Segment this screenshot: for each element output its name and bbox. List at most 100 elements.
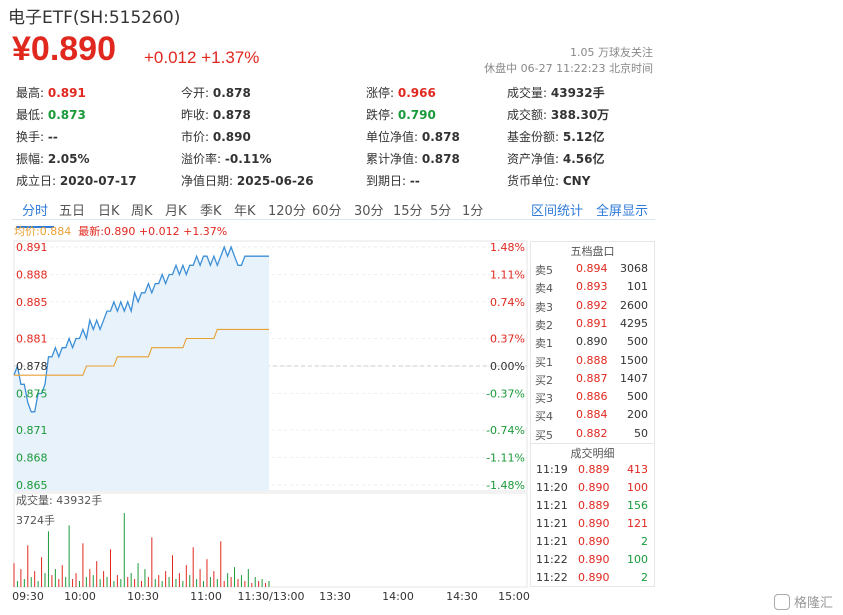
tab-4[interactable]: 月K bbox=[165, 204, 187, 219]
y-left-tick: 0.871 bbox=[16, 424, 48, 437]
trade-time: 11:21 bbox=[536, 499, 568, 512]
orderbook-volume: 1407 bbox=[620, 371, 648, 385]
stat-value: 0.790 bbox=[397, 108, 436, 122]
stat-value: 0.878 bbox=[421, 152, 460, 166]
trade-price: 0.889 bbox=[578, 499, 610, 512]
x-tick: 15:00 bbox=[498, 590, 530, 603]
stat-item: 最低: 0.873 bbox=[16, 106, 86, 123]
orderbook-level-label: 卖4 bbox=[535, 282, 553, 296]
tab-12[interactable]: 1分 bbox=[462, 204, 484, 219]
trade-price: 0.890 bbox=[578, 535, 610, 548]
orderbook-price: 0.884 bbox=[576, 408, 608, 422]
tab-6[interactable]: 年K bbox=[234, 204, 256, 219]
trade-price: 0.890 bbox=[578, 571, 610, 584]
watermark-icon bbox=[773, 594, 790, 610]
trade-volume: 100 bbox=[627, 481, 648, 494]
stat-label: 振幅: bbox=[16, 152, 45, 166]
stat-label: 昨收: bbox=[181, 108, 210, 122]
stat-label: 今开: bbox=[181, 86, 210, 100]
orderbook-volume: 4295 bbox=[620, 316, 648, 330]
stat-item: 单位净值: 0.878 bbox=[366, 128, 460, 145]
tab-5[interactable]: 季K bbox=[200, 204, 222, 219]
y-left-tick: 0.868 bbox=[16, 452, 48, 465]
stat-item: 累计净值: 0.878 bbox=[366, 150, 460, 167]
stat-item: 净值日期: 2025-06-26 bbox=[181, 172, 314, 189]
stat-item: 基金份额: 5.12亿 bbox=[507, 128, 604, 145]
y-left-tick: 0.875 bbox=[16, 387, 48, 400]
x-tick: 10:00 bbox=[64, 590, 96, 603]
orderbook-price: 0.894 bbox=[576, 262, 608, 275]
orderbook-level-label: 卖5 bbox=[535, 264, 553, 277]
stat-label: 跌停: bbox=[366, 108, 395, 122]
tab-3[interactable]: 周K bbox=[131, 204, 153, 219]
stat-item: 成交额: 388.30万 bbox=[507, 106, 609, 123]
stat-value: 2.05% bbox=[47, 152, 90, 166]
range-stats-link[interactable]: 区间统计 bbox=[531, 204, 584, 219]
stat-label: 单位净值: bbox=[366, 130, 419, 144]
orderbook-level-label: 买1 bbox=[535, 355, 553, 369]
stat-item: 跌停: 0.790 bbox=[366, 106, 436, 123]
volume-total-label: 成交量: 43932手 bbox=[16, 493, 102, 507]
tab-9[interactable]: 30分 bbox=[354, 204, 384, 219]
stat-label: 资产净值: bbox=[507, 152, 560, 166]
stat-value: CNY bbox=[562, 174, 591, 188]
price-change-pct: +1.37% bbox=[201, 48, 260, 67]
y-left-tick: 0.891 bbox=[16, 241, 48, 254]
y-right-tick: -1.11% bbox=[486, 452, 525, 465]
stat-label: 最低: bbox=[16, 108, 45, 122]
stat-label: 成交额: bbox=[507, 108, 548, 122]
followers-count[interactable]: 1.05 万球友关注 bbox=[570, 46, 653, 59]
trade-time: 11:22 bbox=[536, 553, 568, 566]
legend-latest: 最新:0.890 +0.012 +1.37% bbox=[78, 225, 228, 238]
tab-11[interactable]: 5分 bbox=[430, 204, 452, 219]
fullscreen-link[interactable]: 全屏显示 bbox=[596, 204, 649, 219]
price-change: +0.012 +1.37% bbox=[144, 48, 259, 68]
trade-volume: 156 bbox=[627, 499, 648, 512]
x-tick: 09:30 bbox=[12, 590, 44, 603]
legend-avg-price: 均价:0.884 bbox=[14, 225, 72, 238]
chart-legend: 均价:0.884 最新:0.890 +0.012 +1.37% bbox=[14, 223, 227, 239]
trade-time: 11:21 bbox=[536, 517, 568, 530]
stat-value: 0.873 bbox=[47, 108, 86, 122]
trade-time: 11:21 bbox=[536, 535, 568, 548]
orderbook-divider bbox=[530, 443, 655, 444]
orderbook-price: 0.882 bbox=[576, 426, 608, 440]
stat-value: 0.878 bbox=[421, 130, 460, 144]
stat-item: 成交量: 43932手 bbox=[507, 84, 605, 101]
trade-volume: 100 bbox=[627, 553, 648, 566]
y-left-tick: 0.878 bbox=[16, 360, 48, 373]
watermark-logo: 格隆汇 bbox=[773, 592, 833, 611]
stat-value: 2020-07-17 bbox=[59, 174, 137, 188]
trade-volume: 121 bbox=[627, 517, 648, 530]
orderbook-volume: 500 bbox=[627, 335, 648, 349]
stat-value: 2025-06-26 bbox=[236, 174, 314, 188]
tab-0[interactable]: 分时 bbox=[15, 200, 55, 228]
y-right-tick: 0.37% bbox=[490, 333, 525, 346]
trade-time: 11:22 bbox=[536, 571, 568, 584]
y-right-tick: 0.00% bbox=[490, 360, 525, 373]
tab-10[interactable]: 15分 bbox=[393, 204, 423, 219]
volume-plot-frame bbox=[13, 492, 528, 588]
x-tick: 13:30 bbox=[319, 590, 351, 603]
y-right-tick: -0.74% bbox=[486, 424, 525, 437]
avg-price-line bbox=[14, 328, 269, 376]
x-tick: 14:00 bbox=[382, 590, 414, 603]
stat-item: 振幅: 2.05% bbox=[16, 150, 90, 167]
watermark-text: 格隆汇 bbox=[793, 596, 833, 611]
tab-7[interactable]: 120分 bbox=[268, 204, 306, 219]
price-line bbox=[13, 245, 269, 413]
tab-8[interactable]: 60分 bbox=[312, 204, 342, 219]
tab-2[interactable]: 日K bbox=[98, 204, 120, 219]
orderbook-frame bbox=[530, 241, 655, 587]
orderbook-volume: 101 bbox=[627, 280, 648, 294]
y-left-tick: 0.881 bbox=[16, 333, 48, 346]
stat-value: 0.891 bbox=[47, 86, 86, 100]
stat-label: 到期日: bbox=[366, 174, 407, 188]
tab-1[interactable]: 五日 bbox=[59, 204, 86, 219]
y-left-tick: 0.888 bbox=[16, 268, 48, 281]
orderbook-price: 0.893 bbox=[576, 280, 608, 294]
orderbook-price: 0.887 bbox=[576, 371, 608, 385]
orderbook-volume: 3068 bbox=[620, 262, 648, 275]
stat-label: 涨停: bbox=[366, 86, 395, 100]
